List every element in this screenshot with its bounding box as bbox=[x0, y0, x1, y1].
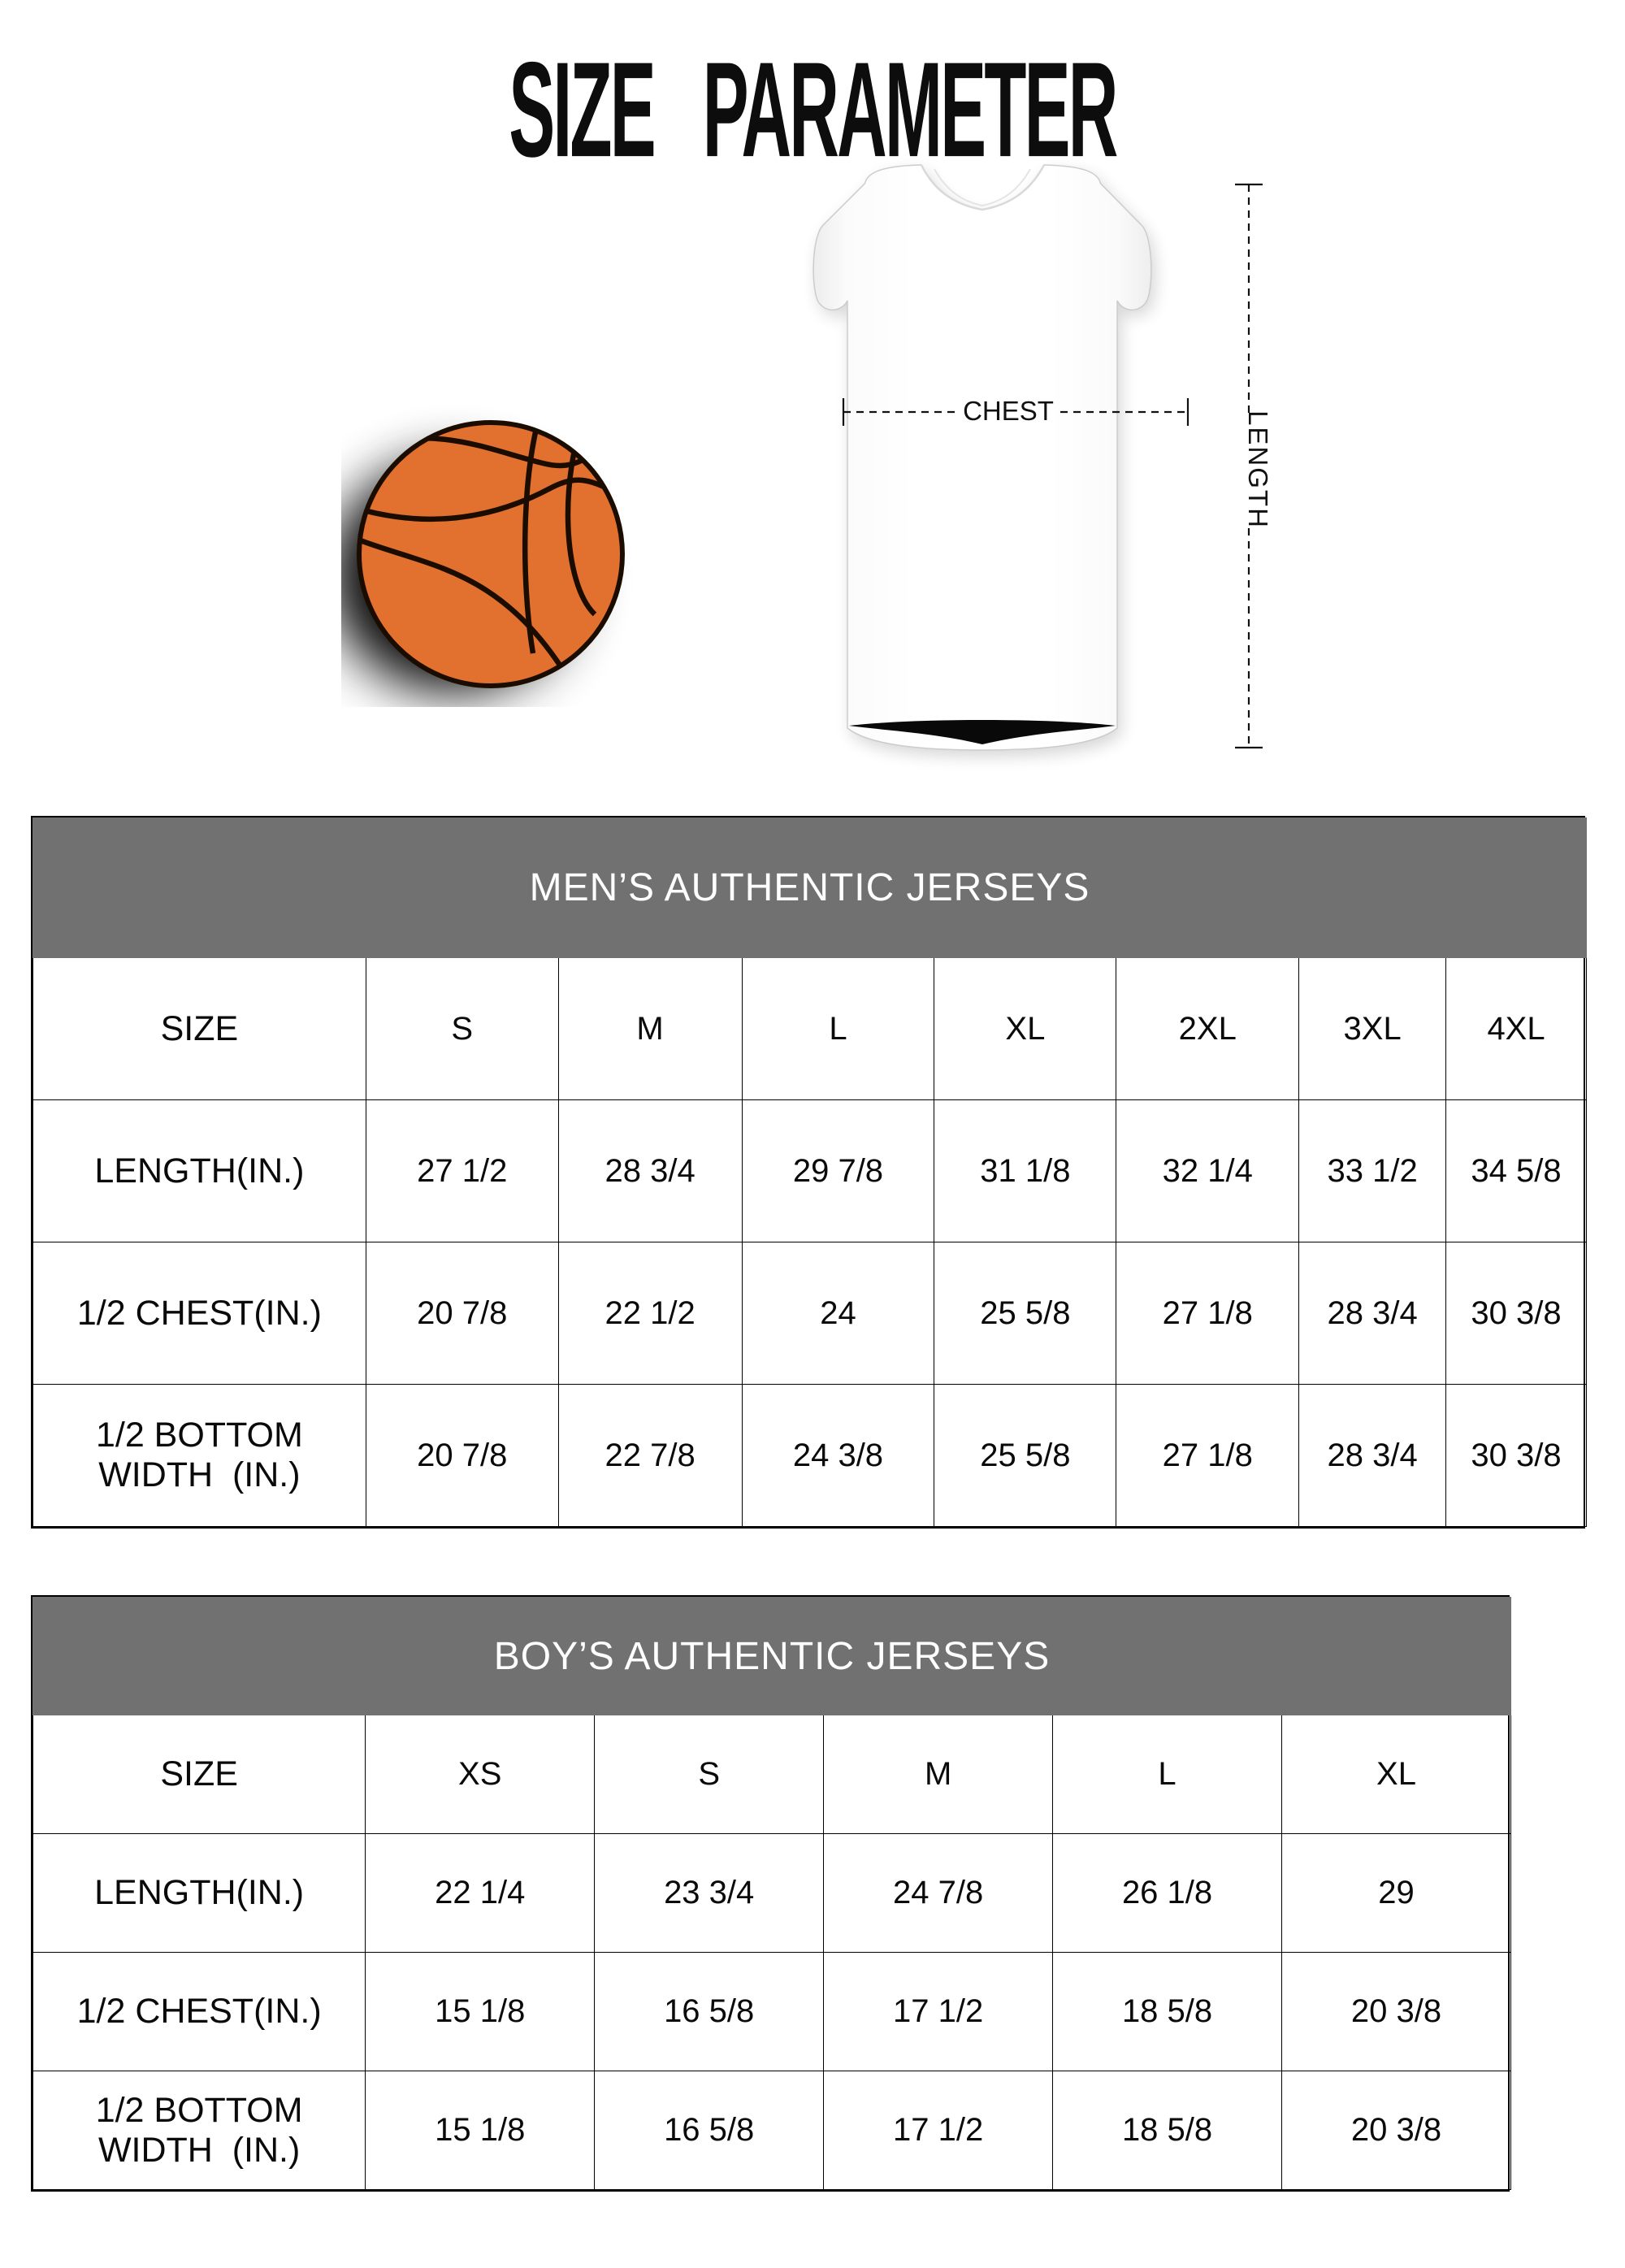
svg-text:CHEST: CHEST bbox=[963, 396, 1054, 426]
svg-text:LENGTH: LENGTH bbox=[1243, 410, 1273, 529]
